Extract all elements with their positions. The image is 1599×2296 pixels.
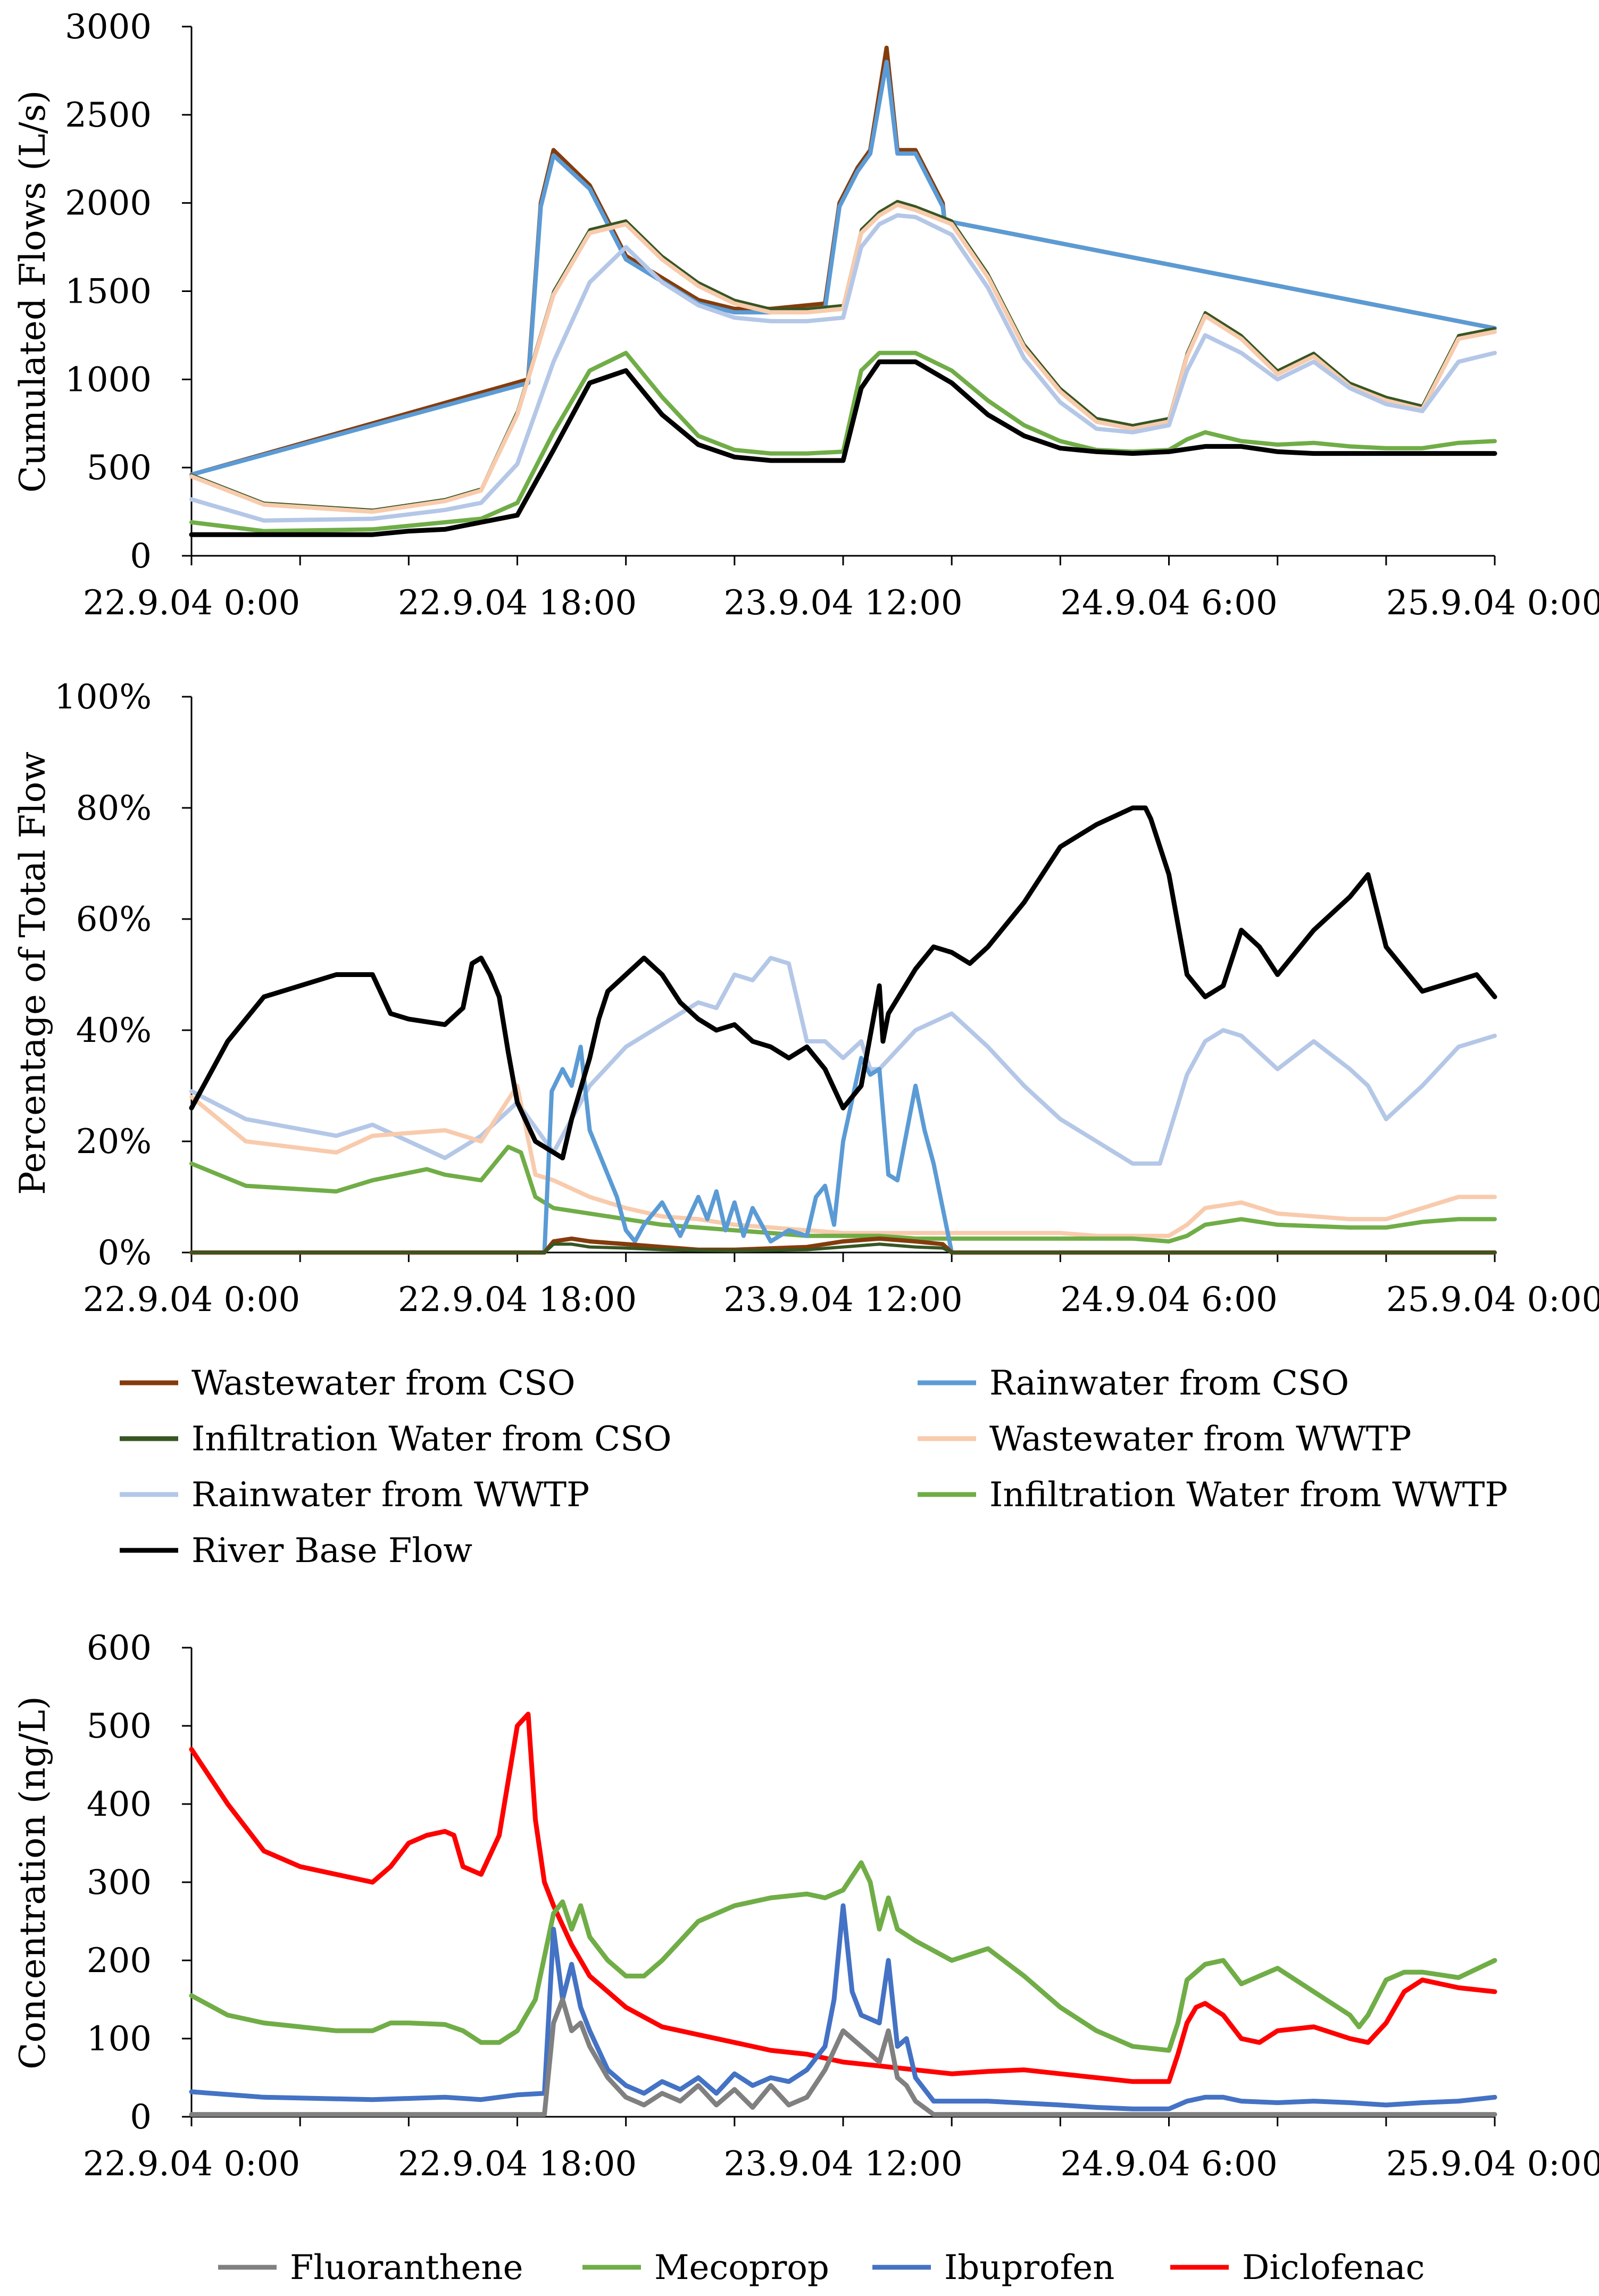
y-tick-label: 2500	[65, 96, 152, 135]
legend-item-infiltration-water-from-wwtp: Infiltration Water from WWTP	[918, 1475, 1508, 1515]
y-axis-title: Concentration (ng/L)	[12, 1696, 53, 2069]
x-tick-label: 22.9.04 18:00	[398, 2144, 637, 2184]
series-line-mecoprop	[189, 1860, 1497, 2053]
series-line-wastewater-from-cso	[189, 45, 1497, 477]
x-tick-label: 22.9.04 18:00	[398, 1280, 637, 1320]
x-tick-label: 24.9.04 6:00	[1060, 2144, 1277, 2184]
legend-label: Fluoranthene	[290, 2248, 523, 2287]
flows-chart: 0 500 1000 1500 2000 2500 3000 22.9.04 0:00 22.9…	[12, 7, 1599, 623]
series-line-river-base-flow	[189, 805, 1497, 1160]
series-line-wastewater-from-wwtp	[189, 1083, 1497, 1238]
y-tick-label: 60%	[76, 900, 152, 939]
series-line-rainwater-from-cso	[189, 60, 1497, 477]
x-tick-label: 23.9.04 12:00	[723, 2144, 962, 2184]
legend-item-wastewater-from-cso: Wastewater from CSO	[120, 1364, 575, 1403]
legend-label: Infiltration Water from CSO	[191, 1420, 671, 1459]
x-tick-label: 24.9.04 6:00	[1060, 583, 1277, 623]
y-tick-label: 600	[87, 1629, 152, 1668]
legend-label: Rainwater from WWTP	[191, 1475, 589, 1515]
y-tick-label: 500	[87, 448, 152, 488]
series-line-wastewater-from-wwtp	[189, 203, 1497, 514]
legend-item-river-base-flow: River Base Flow	[120, 1531, 472, 1571]
legend-item-wastewater-from-wwtp: Wastewater from WWTP	[918, 1420, 1411, 1459]
concentration-chart: 0 100 200 300 400 500 600 22.9.04 0:00 22.9.04 1…	[12, 1629, 1599, 2184]
legend-label: Diclofenac	[1242, 2248, 1425, 2287]
legend-item-ibuprofen: Ibuprofen	[872, 2248, 1114, 2287]
legend-label: River Base Flow	[191, 1531, 472, 1571]
y-tick-label: 3000	[65, 7, 152, 47]
x-tick-label: 25.9.04 0:00	[1386, 583, 1599, 623]
legend-item-rainwater-from-wwtp: Rainwater from WWTP	[120, 1475, 589, 1515]
y-tick-label: 2000	[65, 184, 152, 223]
legend-item-infiltration-water-from-cso: Infiltration Water from CSO	[120, 1420, 671, 1459]
x-tick-label: 22.9.04 18:00	[398, 583, 637, 623]
legend-item-diclofenac: Diclofenac	[1170, 2248, 1425, 2287]
y-tick-label: 1000	[65, 360, 152, 399]
concentration-legend: Fluoranthene Mecoprop Ibuprofen Diclofenac	[218, 2248, 1425, 2287]
series-line-river-base-flow	[189, 359, 1497, 537]
series-line-diclofenac	[189, 1711, 1497, 2084]
y-axis-title: Percentage of Total Flow	[12, 752, 53, 1195]
legend-label: Wastewater from WWTP	[989, 1420, 1411, 1459]
y-tick-label: 0	[130, 537, 152, 576]
series-line-rainwater-from-wwtp	[189, 213, 1497, 523]
legend-label: Wastewater from CSO	[191, 1364, 575, 1403]
x-tick-label: 23.9.04 12:00	[723, 583, 962, 623]
legend-label: Ibuprofen	[944, 2248, 1114, 2287]
y-tick-label: 100	[87, 2019, 152, 2059]
series-line-ibuprofen	[189, 1903, 1497, 2111]
y-tick-label: 0%	[97, 1233, 152, 1273]
y-tick-label: 200	[87, 1941, 152, 1981]
legend-label: Rainwater from CSO	[989, 1364, 1349, 1403]
legend-item-fluoranthene: Fluoranthene	[218, 2248, 523, 2287]
y-tick-label: 100%	[54, 678, 152, 717]
legend-item-rainwater-from-cso: Rainwater from CSO	[918, 1364, 1349, 1403]
legend-label: Infiltration Water from WWTP	[989, 1475, 1508, 1515]
y-tick-label: 500	[87, 1707, 152, 1746]
y-tick-label: 300	[87, 1863, 152, 1902]
series-line-rainwater-from-cso	[189, 1045, 1497, 1255]
x-tick-label: 22.9.04 0:00	[83, 583, 300, 623]
legend-item-mecoprop: Mecoprop	[582, 2248, 829, 2287]
legend-label: Mecoprop	[654, 2248, 829, 2287]
y-tick-label: 20%	[76, 1122, 152, 1162]
y-tick-label: 1500	[65, 272, 152, 312]
y-tick-label: 80%	[76, 789, 152, 828]
x-tick-label: 24.9.04 6:00	[1060, 1280, 1277, 1320]
y-tick-label: 400	[87, 1785, 152, 1824]
y-tick-label: 40%	[76, 1011, 152, 1050]
x-tick-label: 25.9.04 0:00	[1386, 1280, 1599, 1320]
x-tick-label: 23.9.04 12:00	[723, 1280, 962, 1320]
series-line-infiltration-water-from-cso	[190, 1242, 1496, 1254]
series-line-infiltration-water-from-wwtp	[189, 1145, 1497, 1244]
series-line-infiltration-water-from-wwtp	[189, 350, 1497, 533]
y-tick-label: 0	[130, 2098, 152, 2137]
series-line-fluoranthene	[189, 1997, 1497, 2117]
y-axis-title: Cumulated Flows (L/s)	[12, 90, 53, 493]
x-tick-label: 25.9.04 0:00	[1386, 2144, 1599, 2184]
x-tick-label: 22.9.04 0:00	[83, 2144, 300, 2184]
flow-legend: Wastewater from CSO Rainwater from CSO Inf…	[120, 1364, 1508, 1571]
x-tick-label: 22.9.04 0:00	[83, 1280, 300, 1320]
series-line-infiltration-water-from-cso	[190, 199, 1496, 512]
percentage-chart: 0% 20% 40% 60% 80% 100% 22.9.04 0:00 22.9.04 18…	[12, 678, 1599, 1320]
